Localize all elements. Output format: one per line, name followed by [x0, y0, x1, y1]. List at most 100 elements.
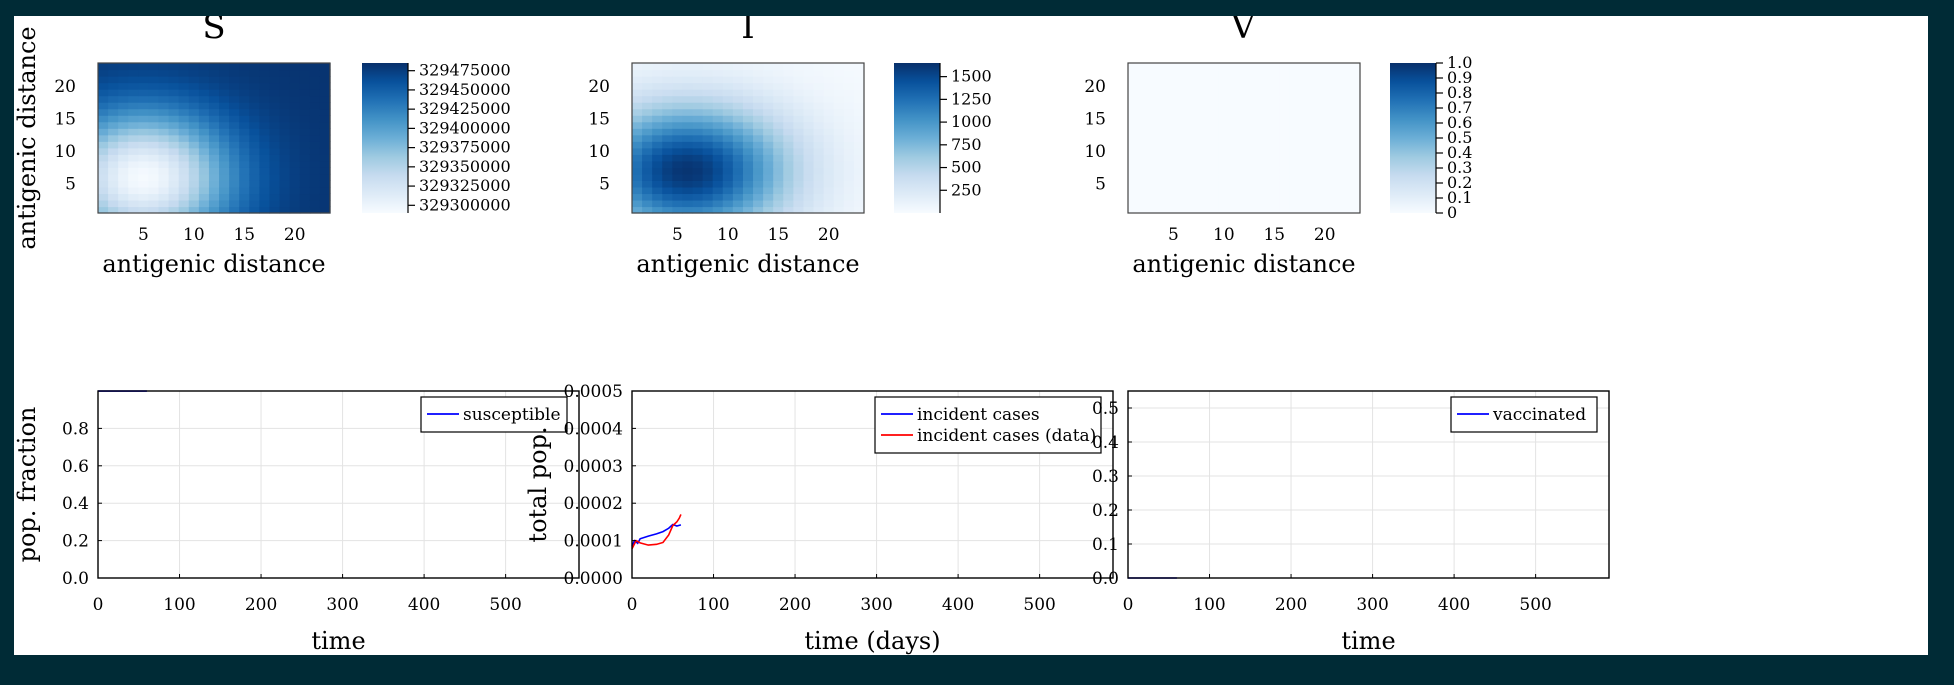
heatmap-cell [138, 128, 150, 136]
heatmap-cell [783, 108, 794, 116]
heatmap-cell [712, 115, 724, 123]
heatmap-cell [1319, 154, 1331, 162]
x-axis-label: antigenic distance [102, 250, 325, 278]
heatmap-cell [219, 173, 230, 181]
heatmap-cell [773, 193, 784, 201]
heatmap-cell [742, 147, 754, 155]
heatmap-cell [1299, 199, 1311, 208]
heatmap-cell [178, 82, 190, 90]
heatmap-cell [229, 160, 240, 168]
heatmap-cell [1309, 134, 1321, 142]
heatmap-cell [1228, 121, 1240, 129]
heatmap-cell [1168, 180, 1180, 188]
heatmap-cell [753, 180, 764, 188]
heatmap-cell [118, 180, 129, 188]
heatmap-cell [722, 154, 734, 162]
heatmap-cell [98, 76, 109, 84]
heatmap-cell [1259, 206, 1270, 214]
heatmap-cell [269, 160, 281, 168]
heatmap-cell [763, 63, 774, 71]
heatmap-cell [219, 141, 230, 149]
heatmap-cell [1279, 180, 1290, 188]
heatmap-cell [1178, 206, 1190, 214]
heatmap-cell [309, 141, 321, 149]
heatmap-cell [259, 173, 271, 181]
heatmap-cell [1269, 160, 1280, 168]
heatmap-cell [299, 63, 311, 71]
heatmap-cell [249, 193, 260, 201]
heatmap-cell [1238, 128, 1250, 136]
heatmap-cell [742, 121, 754, 129]
heatmap-cell [1319, 63, 1331, 71]
heatmap-cell [1339, 147, 1351, 155]
heatmap-cell [1138, 173, 1149, 181]
heatmap-cell [1168, 141, 1180, 149]
heatmap-cell [309, 108, 321, 116]
heatmap-cell [1168, 128, 1180, 136]
heatmap-cell [128, 206, 139, 214]
heatmap-cell [319, 134, 331, 142]
heatmap-cell [833, 115, 845, 123]
heatmap-cell [98, 89, 109, 97]
heatmap-cell [1128, 141, 1139, 149]
heatmap-cell [1249, 63, 1260, 71]
heatmap-cell [168, 95, 180, 103]
heatmap-cell [853, 95, 865, 103]
heatmap-cell [1289, 141, 1301, 149]
heatmap-cell [1178, 76, 1190, 84]
heatmap-cell [813, 199, 825, 208]
heatmap-cell [632, 82, 643, 90]
heatmap-cell [813, 173, 825, 181]
heatmap-cell [138, 102, 150, 110]
heatmap-cell [773, 102, 784, 110]
heatmap-cell [188, 141, 200, 149]
heatmap-cell [813, 128, 825, 136]
heatmap-cell [148, 95, 160, 103]
heatmap-cell [1168, 76, 1180, 84]
x-tick-label: 20 [818, 225, 840, 245]
heatmap-cell [1128, 63, 1139, 71]
heatmap-cell [1138, 199, 1149, 208]
heatmap-cell [168, 206, 180, 214]
heatmap-cell [138, 193, 150, 201]
heatmap-cell [198, 82, 210, 90]
heatmap-cell [1218, 102, 1230, 110]
heatmap-cell [138, 69, 150, 77]
heatmap-cell [1148, 121, 1159, 129]
heatmap-cell [158, 160, 170, 168]
heatmap-cell [722, 147, 734, 155]
heatmap-cell [712, 206, 724, 214]
y-tick-label: 0.0003 [564, 457, 623, 477]
heatmap-cell [1228, 108, 1240, 116]
heatmap-cell [1309, 121, 1321, 129]
heatmap-cell [1158, 82, 1169, 90]
heatmap-cell [178, 115, 190, 123]
heatmap-cell [662, 76, 673, 84]
heatmap-cell [309, 206, 321, 214]
heatmap-cell [642, 199, 653, 208]
heatmap-cell [1269, 180, 1280, 188]
heatmap-cell [722, 160, 734, 168]
heatmap-cell [1228, 63, 1240, 71]
heatmap-cell [1349, 206, 1361, 214]
heatmap-cell [692, 82, 704, 90]
heatmap-cell [219, 167, 230, 175]
heatmap-cell [188, 167, 200, 175]
heatmap-cell [783, 82, 794, 90]
heatmap-cell [118, 186, 129, 195]
heatmap-cell [672, 95, 684, 103]
heatmap-cell [1178, 147, 1190, 155]
heatmap-cell [1138, 167, 1149, 175]
heatmap-cell [1178, 95, 1190, 103]
heatmap-cell [662, 82, 673, 90]
heatmap-cell [702, 89, 714, 97]
heatmap-cell [158, 121, 170, 129]
heatmap-cell [652, 115, 663, 123]
heatmap-cell [763, 115, 774, 123]
y-axis-label: antigenic distance [14, 26, 41, 249]
heatmap-cell [742, 160, 754, 168]
heatmap-cell [1339, 141, 1351, 149]
heatmap-cell [712, 193, 724, 201]
heatmap-cell [259, 193, 271, 201]
heatmap-cell [1138, 63, 1149, 71]
